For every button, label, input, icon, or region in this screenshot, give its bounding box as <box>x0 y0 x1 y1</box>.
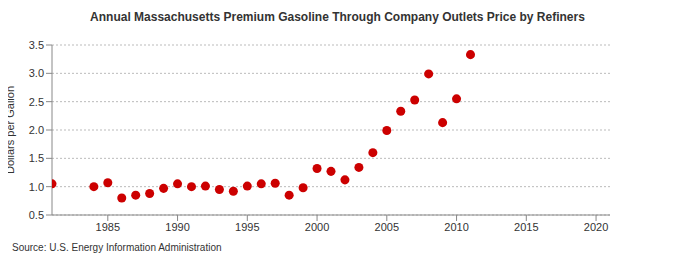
svg-text:1995: 1995 <box>235 221 259 233</box>
svg-text:3.5: 3.5 <box>29 39 44 51</box>
svg-text:1.5: 1.5 <box>29 152 44 164</box>
svg-text:2005: 2005 <box>375 221 399 233</box>
svg-text:2.5: 2.5 <box>29 96 44 108</box>
html-text:Source: U.S. Energy Informatio: Source: U.S. Energy Information Administ… <box>12 242 222 253</box>
svg-text:2000: 2000 <box>305 221 329 233</box>
svg-text:1990: 1990 <box>165 221 189 233</box>
html-text:Annual Massachusetts Premium G: Annual Massachusetts Premium Gasoline Th… <box>90 10 585 24</box>
svg-text:2020: 2020 <box>584 221 608 233</box>
svg-text:3.0: 3.0 <box>29 67 44 79</box>
svg-text:2010: 2010 <box>444 221 468 233</box>
svg-text:Dollars per Gallon: Dollars per Gallon <box>8 86 16 174</box>
svg-text:2.0: 2.0 <box>29 124 44 136</box>
svg-text:1985: 1985 <box>96 221 120 233</box>
svg-text:2015: 2015 <box>514 221 538 233</box>
svg-text:0.5: 0.5 <box>29 209 44 221</box>
svg-text:1.0: 1.0 <box>29 181 44 193</box>
